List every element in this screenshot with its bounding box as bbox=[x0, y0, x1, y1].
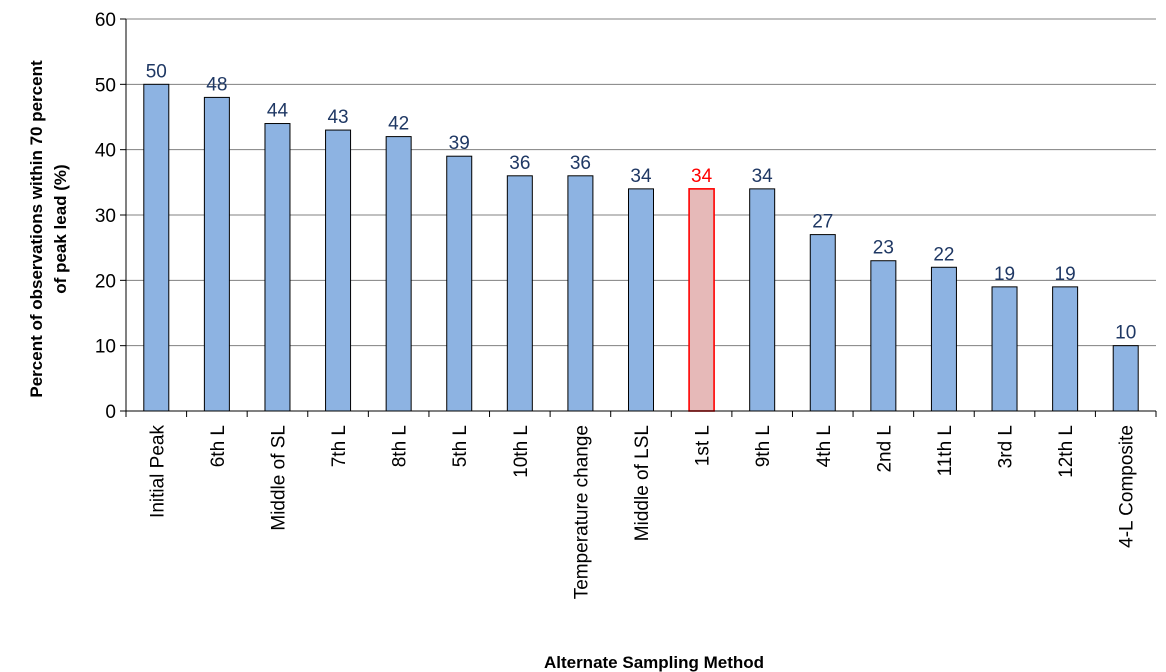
data-label: 19 bbox=[1055, 264, 1076, 285]
data-label: 10 bbox=[1115, 323, 1136, 344]
bar bbox=[749, 188, 776, 412]
data-label: 22 bbox=[933, 244, 954, 265]
y-tick-labels: 0 10 20 30 40 50 60 bbox=[95, 10, 116, 423]
bar bbox=[385, 136, 412, 412]
x-axis-title: Alternate Sampling Method bbox=[544, 653, 764, 672]
x-tick-label: 4th L bbox=[814, 425, 835, 467]
x-tick-label: 1st L bbox=[693, 425, 714, 466]
y-tick-label: 20 bbox=[95, 271, 116, 292]
x-tick-label: 10th L bbox=[511, 425, 532, 478]
bar bbox=[567, 175, 594, 412]
data-label: 39 bbox=[449, 133, 470, 154]
y-axis-title-line-2: of peak lead (%) bbox=[51, 164, 70, 293]
x-tick-label: 9th L bbox=[753, 425, 774, 467]
y-tick-label: 30 bbox=[95, 206, 116, 227]
x-tick-label: 5th L bbox=[450, 425, 471, 467]
y-tick-label: 40 bbox=[95, 141, 116, 162]
x-tick-label: 11th L bbox=[935, 425, 956, 476]
y-tick-label: 0 bbox=[105, 402, 116, 423]
data-label: 36 bbox=[570, 153, 591, 174]
bar bbox=[991, 286, 1018, 412]
bar bbox=[628, 188, 654, 412]
bar bbox=[870, 260, 897, 412]
bar bbox=[1112, 345, 1139, 412]
bar bbox=[688, 188, 715, 412]
y-tick-label: 50 bbox=[95, 75, 116, 96]
bars bbox=[143, 83, 1139, 412]
y-axis-title-line-1: Percent of observations within 70 percen… bbox=[27, 60, 46, 398]
bar bbox=[506, 175, 533, 412]
data-label: 43 bbox=[327, 107, 348, 128]
data-label: 19 bbox=[994, 264, 1015, 285]
x-tick-label: Temperature change bbox=[571, 425, 592, 599]
bar bbox=[1052, 286, 1079, 412]
x-tick-label: 12th L bbox=[1056, 425, 1077, 478]
y-tick-label: 60 bbox=[95, 10, 116, 31]
data-label: 36 bbox=[509, 153, 530, 174]
data-label: 34 bbox=[752, 166, 774, 187]
x-tick-label: Middle of SL bbox=[268, 425, 289, 531]
data-label: 42 bbox=[388, 114, 409, 135]
x-tick-label: 4-L Composite bbox=[1117, 425, 1138, 548]
x-tick-label: 7th L bbox=[329, 425, 350, 467]
bar bbox=[325, 129, 352, 412]
axes bbox=[120, 18, 1157, 417]
x-tick-label: 2nd L bbox=[874, 425, 895, 473]
bar bbox=[143, 83, 170, 412]
x-tick-label: Initial Peak bbox=[147, 425, 168, 518]
data-labels: 50 48 44 43 42 39 36 36 34 34 34 27 23 22 19 19 10 bbox=[146, 61, 1137, 343]
bar bbox=[203, 96, 230, 412]
x-tick-label: 8th L bbox=[390, 425, 411, 467]
x-tick-labels: Initial Peak 6th L Middle of SL 7th L 8th L 5… bbox=[147, 425, 1137, 600]
data-label: 44 bbox=[267, 101, 289, 122]
data-label: 50 bbox=[146, 61, 167, 82]
data-label: 48 bbox=[206, 74, 227, 95]
x-tick-label: 3rd L bbox=[996, 425, 1017, 468]
data-label: 23 bbox=[873, 238, 894, 259]
bar bbox=[264, 123, 291, 412]
x-tick-label: 6th L bbox=[208, 425, 229, 467]
x-tick-label: Middle of LSL bbox=[632, 425, 653, 541]
bar bbox=[930, 266, 957, 412]
data-label: 27 bbox=[812, 212, 833, 233]
y-tick-label: 10 bbox=[95, 337, 116, 358]
data-label: 34 bbox=[630, 166, 652, 187]
bar bbox=[446, 155, 473, 412]
data-label: 34 bbox=[691, 166, 713, 187]
bar bbox=[809, 234, 836, 412]
